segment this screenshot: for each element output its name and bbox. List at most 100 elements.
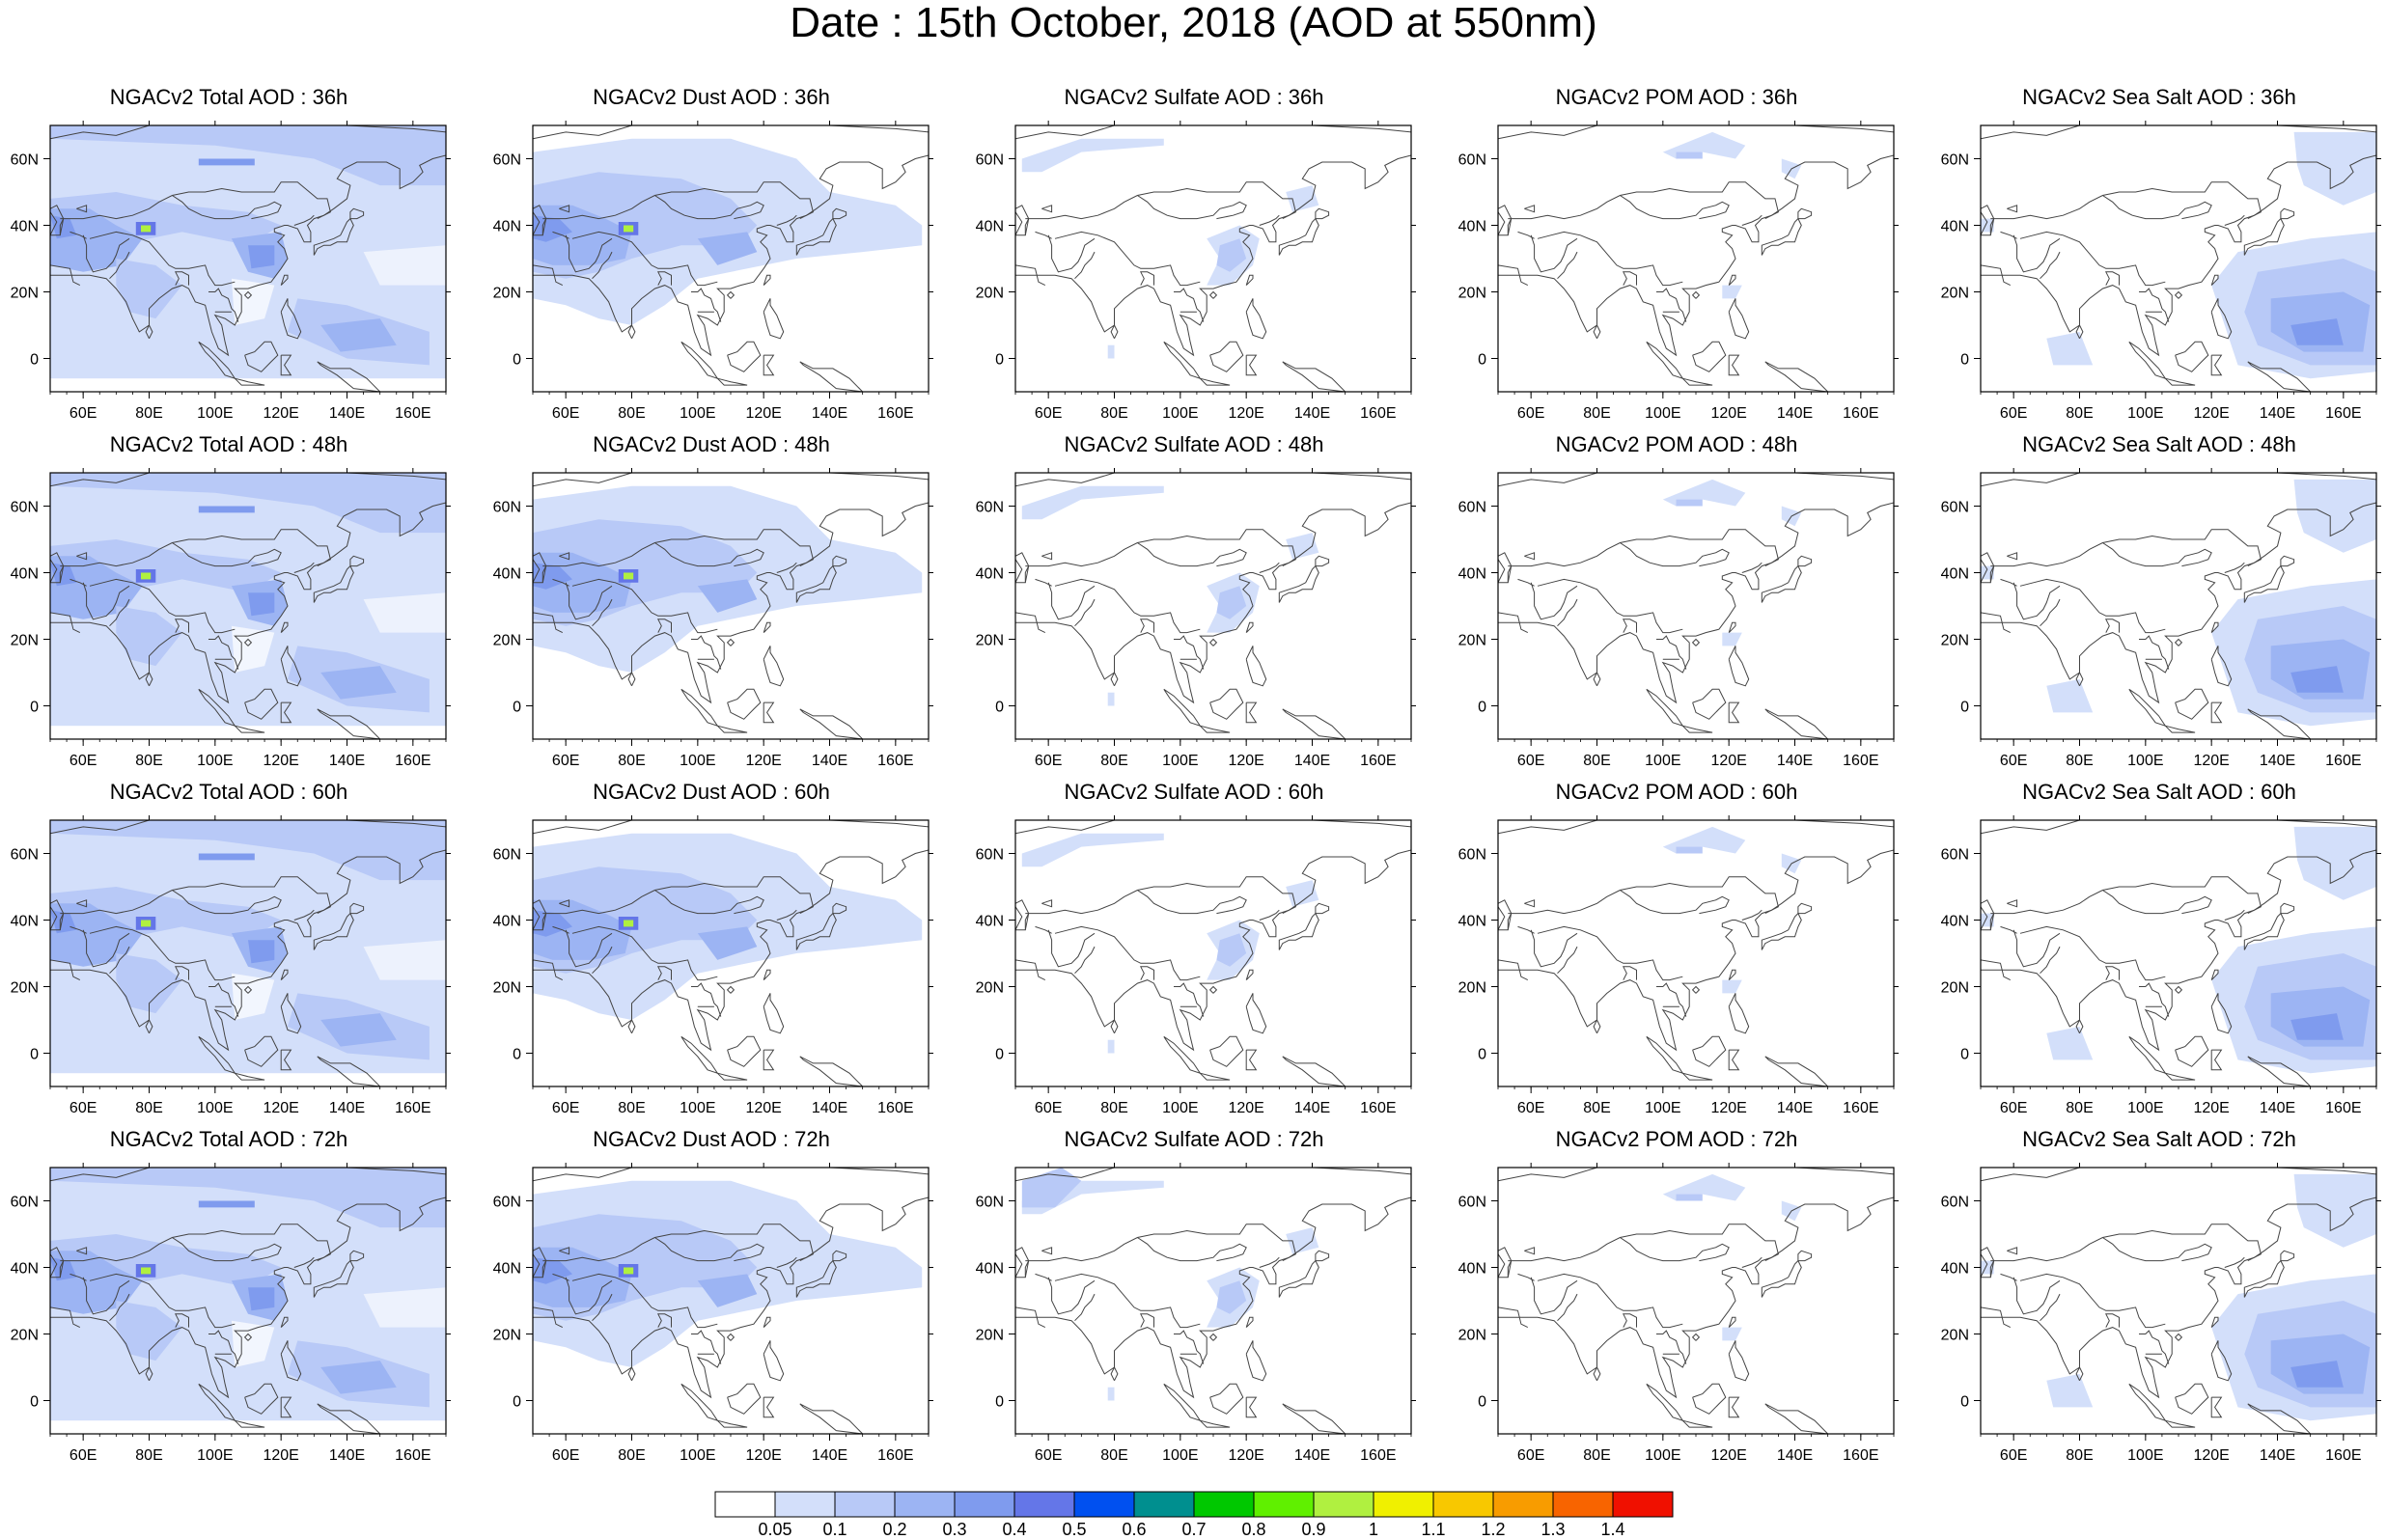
plot-frame bbox=[1497, 1167, 1895, 1435]
lat-tick-label: 40N bbox=[11, 219, 39, 235]
lon-tick-label: 160E bbox=[1360, 1100, 1396, 1116]
map-panel: NGACv2 Dust AOD : 72h 60E 80E 100E 120E 140E 1… bbox=[485, 1127, 967, 1474]
lon-tick-label: 140E bbox=[1777, 1447, 1813, 1464]
lat-tick-label: 40N bbox=[976, 914, 1004, 930]
lat-tick-label: 20N bbox=[493, 286, 521, 302]
lon-tick-label: 160E bbox=[877, 1100, 913, 1116]
lon-tick-label: 160E bbox=[1360, 753, 1396, 769]
lat-tick-label: 20N bbox=[1941, 286, 1969, 302]
lon-tick-label: 120E bbox=[2193, 405, 2229, 422]
lon-tick-label: 140E bbox=[329, 1100, 365, 1116]
lon-tick-label: 60E bbox=[69, 753, 97, 769]
lon-tick-label: 160E bbox=[1360, 1447, 1396, 1464]
lat-tick-label: 20N bbox=[11, 1328, 39, 1344]
lon-tick-label: 100E bbox=[680, 1447, 715, 1464]
lat-tick-label: 0 bbox=[513, 1394, 521, 1411]
lon-tick-label: 60E bbox=[2000, 1100, 2027, 1116]
panel-title: NGACv2 Dust AOD : 60h bbox=[593, 780, 830, 804]
lat-tick-label: 20N bbox=[976, 980, 1004, 997]
lon-tick-label: 60E bbox=[69, 405, 97, 422]
colorbar-label: 1 bbox=[1369, 1520, 1378, 1537]
lat-tick-label: 40N bbox=[493, 914, 521, 930]
lat-tick-label: 20N bbox=[1458, 286, 1486, 302]
aod-field bbox=[50, 125, 446, 392]
lon-tick-label: 120E bbox=[263, 753, 298, 769]
lat-tick-label: 60N bbox=[11, 1195, 39, 1211]
map-plot: 60E 80E 100E 120E 140E 160E 60N 40N 20N 0 bbox=[1941, 468, 2381, 769]
colorbar-label: 1.3 bbox=[1540, 1520, 1565, 1537]
map-plot: 60E 80E 100E 120E 140E 160E 60N 40N 20N 0 bbox=[1941, 815, 2381, 1116]
map-plot: 60E 80E 100E 120E 140E 160E 60N 40N 20N 0 bbox=[11, 815, 451, 1116]
lon-tick-label: 100E bbox=[1162, 1100, 1198, 1116]
lat-tick-label: 40N bbox=[1458, 1261, 1486, 1278]
lat-tick-label: 40N bbox=[493, 219, 521, 235]
panel-title: NGACv2 Total AOD : 72h bbox=[109, 1127, 348, 1151]
plot-frame bbox=[1014, 124, 1412, 393]
colorbar-label: 0.1 bbox=[822, 1520, 847, 1537]
panel-title: NGACv2 Total AOD : 48h bbox=[109, 432, 348, 456]
lat-tick-label: 20N bbox=[1458, 980, 1486, 997]
lon-tick-label: 80E bbox=[2066, 1100, 2093, 1116]
lon-tick-label: 100E bbox=[1645, 405, 1680, 422]
lat-tick-label: 0 bbox=[1960, 1047, 1969, 1063]
map-panel: NGACv2 POM AOD : 36h 60E 80E 100E 120E 140E 16… bbox=[1450, 85, 1932, 432]
lon-tick-label: 120E bbox=[1228, 1447, 1263, 1464]
lon-tick-label: 100E bbox=[197, 405, 233, 422]
map-plot: 60E 80E 100E 120E 140E 160E 60N 40N 20N 0 bbox=[976, 815, 1416, 1116]
map-plot: 60E 80E 100E 120E 140E 160E 60N 40N 20N 0 bbox=[493, 121, 933, 422]
aod-field bbox=[1981, 473, 2376, 739]
aod-field bbox=[50, 1168, 446, 1434]
lon-tick-label: 60E bbox=[2000, 1447, 2027, 1464]
lat-tick-label: 20N bbox=[11, 980, 39, 997]
colorbar-label: 0.6 bbox=[1122, 1520, 1146, 1537]
lat-tick-label: 0 bbox=[30, 1047, 39, 1063]
lat-tick-label: 20N bbox=[11, 286, 39, 302]
lat-tick-label: 40N bbox=[1941, 914, 1969, 930]
lat-tick-label: 20N bbox=[976, 286, 1004, 302]
lon-tick-label: 140E bbox=[1294, 1100, 1330, 1116]
lon-tick-label: 160E bbox=[1843, 1100, 1878, 1116]
lon-tick-label: 160E bbox=[395, 405, 430, 422]
panel-title: NGACv2 POM AOD : 36h bbox=[1555, 85, 1798, 109]
lat-tick-label: 40N bbox=[11, 1261, 39, 1278]
lon-tick-label: 140E bbox=[1777, 1100, 1813, 1116]
lat-tick-label: 60N bbox=[1941, 1195, 1969, 1211]
lon-tick-label: 100E bbox=[2127, 753, 2163, 769]
aod-field bbox=[1015, 125, 1411, 392]
lon-tick-label: 120E bbox=[2193, 1100, 2229, 1116]
plot-frame bbox=[1014, 472, 1412, 740]
panel-title: NGACv2 POM AOD : 48h bbox=[1555, 432, 1798, 456]
panel-title: NGACv2 Sulfate AOD : 48h bbox=[1064, 432, 1324, 456]
lon-tick-label: 60E bbox=[1035, 405, 1062, 422]
lon-tick-label: 100E bbox=[2127, 405, 2163, 422]
lat-tick-label: 40N bbox=[1458, 219, 1486, 235]
lat-tick-label: 60N bbox=[493, 500, 521, 516]
map-plot: 60E 80E 100E 120E 140E 160E 60N 40N 20N 0 bbox=[976, 1163, 1416, 1464]
plot-frame bbox=[1497, 124, 1895, 393]
map-plot: 60E 80E 100E 120E 140E 160E 60N 40N 20N 0 bbox=[11, 1163, 451, 1464]
lat-tick-label: 40N bbox=[11, 914, 39, 930]
map-plot: 60E 80E 100E 120E 140E 160E 60N 40N 20N 0 bbox=[493, 1163, 933, 1464]
lon-tick-label: 120E bbox=[2193, 1447, 2229, 1464]
lon-tick-label: 160E bbox=[877, 753, 913, 769]
lon-tick-label: 120E bbox=[1228, 405, 1263, 422]
colorbar-swatch bbox=[1373, 1491, 1434, 1518]
lon-tick-label: 160E bbox=[395, 753, 430, 769]
lon-tick-label: 100E bbox=[197, 1447, 233, 1464]
colorbar-swatch bbox=[1492, 1491, 1554, 1518]
lon-tick-label: 80E bbox=[1583, 1100, 1610, 1116]
lon-tick-label: 100E bbox=[197, 753, 233, 769]
lon-tick-label: 120E bbox=[745, 405, 781, 422]
lon-tick-label: 160E bbox=[1843, 1447, 1878, 1464]
lon-tick-label: 60E bbox=[552, 1447, 579, 1464]
lat-tick-label: 0 bbox=[513, 700, 521, 716]
colorbar-label: 0.7 bbox=[1181, 1520, 1206, 1537]
map-plot: 60E 80E 100E 120E 140E 160E 60N 40N 20N 0 bbox=[493, 468, 933, 769]
map-plot: 60E 80E 100E 120E 140E 160E 60N 40N 20N 0 bbox=[976, 121, 1416, 422]
lon-tick-label: 120E bbox=[263, 1447, 298, 1464]
panel-title: NGACv2 Total AOD : 60h bbox=[109, 780, 348, 804]
lon-tick-label: 60E bbox=[1035, 1100, 1062, 1116]
lon-tick-label: 120E bbox=[1710, 405, 1746, 422]
lat-tick-label: 20N bbox=[1941, 1328, 1969, 1344]
lat-tick-label: 20N bbox=[493, 980, 521, 997]
